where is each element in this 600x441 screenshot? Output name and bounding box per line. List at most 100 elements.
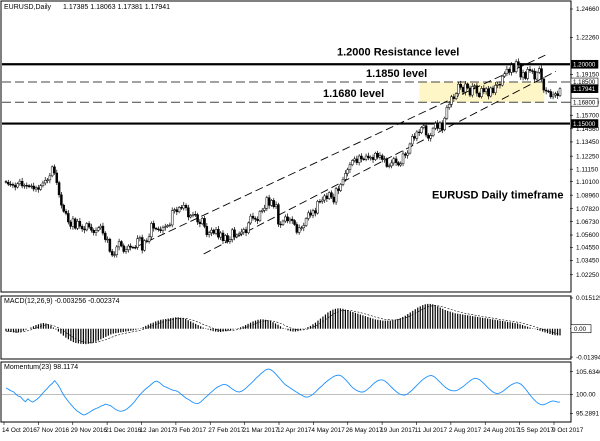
- candle: [108, 237, 112, 253]
- candle: [411, 134, 414, 146]
- candle: [64, 208, 68, 216]
- candle: [120, 240, 123, 248]
- candle: [240, 228, 243, 237]
- candle: [80, 224, 84, 232]
- y-tick-label: 1.12250: [576, 153, 600, 160]
- candle: [115, 244, 119, 258]
- candle: [417, 129, 421, 137]
- candle: [147, 233, 151, 244]
- channel-line: [203, 70, 557, 255]
- candle: [309, 209, 312, 218]
- candle: [249, 213, 252, 225]
- candle: [376, 150, 379, 160]
- candle: [383, 155, 386, 163]
- candle: [23, 183, 26, 189]
- candle: [247, 221, 250, 235]
- candle: [461, 85, 465, 95]
- candle: [237, 231, 241, 237]
- candle: [394, 155, 398, 166]
- candle: [57, 180, 61, 198]
- candle: [413, 133, 416, 141]
- candle: [228, 236, 232, 244]
- candle: [512, 63, 516, 74]
- candle: [290, 216, 294, 224]
- candle: [378, 152, 382, 160]
- candle: [302, 222, 306, 232]
- candle: [547, 89, 550, 93]
- candle: [164, 223, 167, 231]
- x-tick-label: 7 Nov 2016: [36, 427, 69, 434]
- candle: [471, 83, 474, 98]
- candle: [369, 155, 372, 161]
- candle: [4, 180, 8, 184]
- candle: [551, 91, 555, 100]
- candle: [189, 214, 192, 219]
- candle: [427, 133, 430, 142]
- candle: [457, 81, 460, 96]
- candle: [544, 87, 548, 95]
- macd-y-axis: 0.015125 0.00 -0.01394: [570, 295, 600, 361]
- candle: [420, 126, 423, 135]
- candle: [304, 217, 308, 227]
- candle: [131, 245, 135, 249]
- candle: [281, 219, 285, 227]
- candle: [117, 238, 121, 251]
- candle: [514, 59, 518, 74]
- candle: [473, 83, 476, 90]
- candle: [422, 123, 426, 130]
- candle: [404, 152, 407, 159]
- candle: [277, 202, 280, 227]
- x-tick-label: 11 Jul 2017: [415, 427, 448, 434]
- candle: [450, 94, 453, 108]
- candle: [39, 184, 42, 191]
- candle: [475, 82, 479, 97]
- candle: [537, 66, 541, 75]
- candle: [267, 194, 271, 209]
- y-tick-label: 1.05600: [576, 232, 600, 239]
- y-tick-label: 1.24660: [576, 6, 600, 13]
- candle: [9, 180, 12, 187]
- candle: [140, 234, 144, 254]
- candle: [50, 165, 54, 178]
- y-tick-label: 1.11150: [576, 166, 599, 173]
- candle: [274, 201, 278, 210]
- momentum-tick-label: 95.2891: [576, 411, 600, 418]
- candle: [390, 159, 393, 169]
- x-tick-label: 2 Aug 2017: [449, 427, 482, 434]
- candle: [207, 230, 211, 238]
- candle: [415, 130, 419, 142]
- candle: [127, 244, 130, 253]
- candle: [452, 93, 456, 102]
- candle: [297, 224, 301, 235]
- candle: [173, 207, 176, 214]
- candle: [311, 208, 315, 219]
- candle: [198, 219, 202, 228]
- candle: [235, 233, 239, 239]
- candle: [482, 85, 486, 95]
- candle: [71, 216, 75, 230]
- candle: [480, 86, 483, 99]
- macd-panel: MACD(12,26,9) -0.003256 -0.002374 0.0151…: [0, 295, 600, 361]
- candle: [55, 169, 59, 185]
- candle: [360, 153, 363, 163]
- momentum-y-axis: 105.6346 100.00 95.2891: [570, 369, 600, 418]
- candle: [279, 221, 282, 228]
- candle: [99, 223, 102, 230]
- candle: [263, 204, 266, 213]
- candle: [487, 85, 490, 100]
- candle: [286, 213, 289, 224]
- candle: [288, 217, 292, 224]
- candle: [230, 227, 234, 243]
- candle: [429, 132, 432, 142]
- candle: [214, 226, 218, 236]
- candle: [161, 225, 165, 234]
- candle: [295, 222, 299, 235]
- candle: [300, 225, 303, 231]
- candle: [76, 218, 79, 231]
- candle: [16, 182, 19, 189]
- candle: [182, 201, 185, 211]
- candle: [399, 161, 402, 167]
- candle: [224, 234, 227, 243]
- candle: [526, 66, 529, 81]
